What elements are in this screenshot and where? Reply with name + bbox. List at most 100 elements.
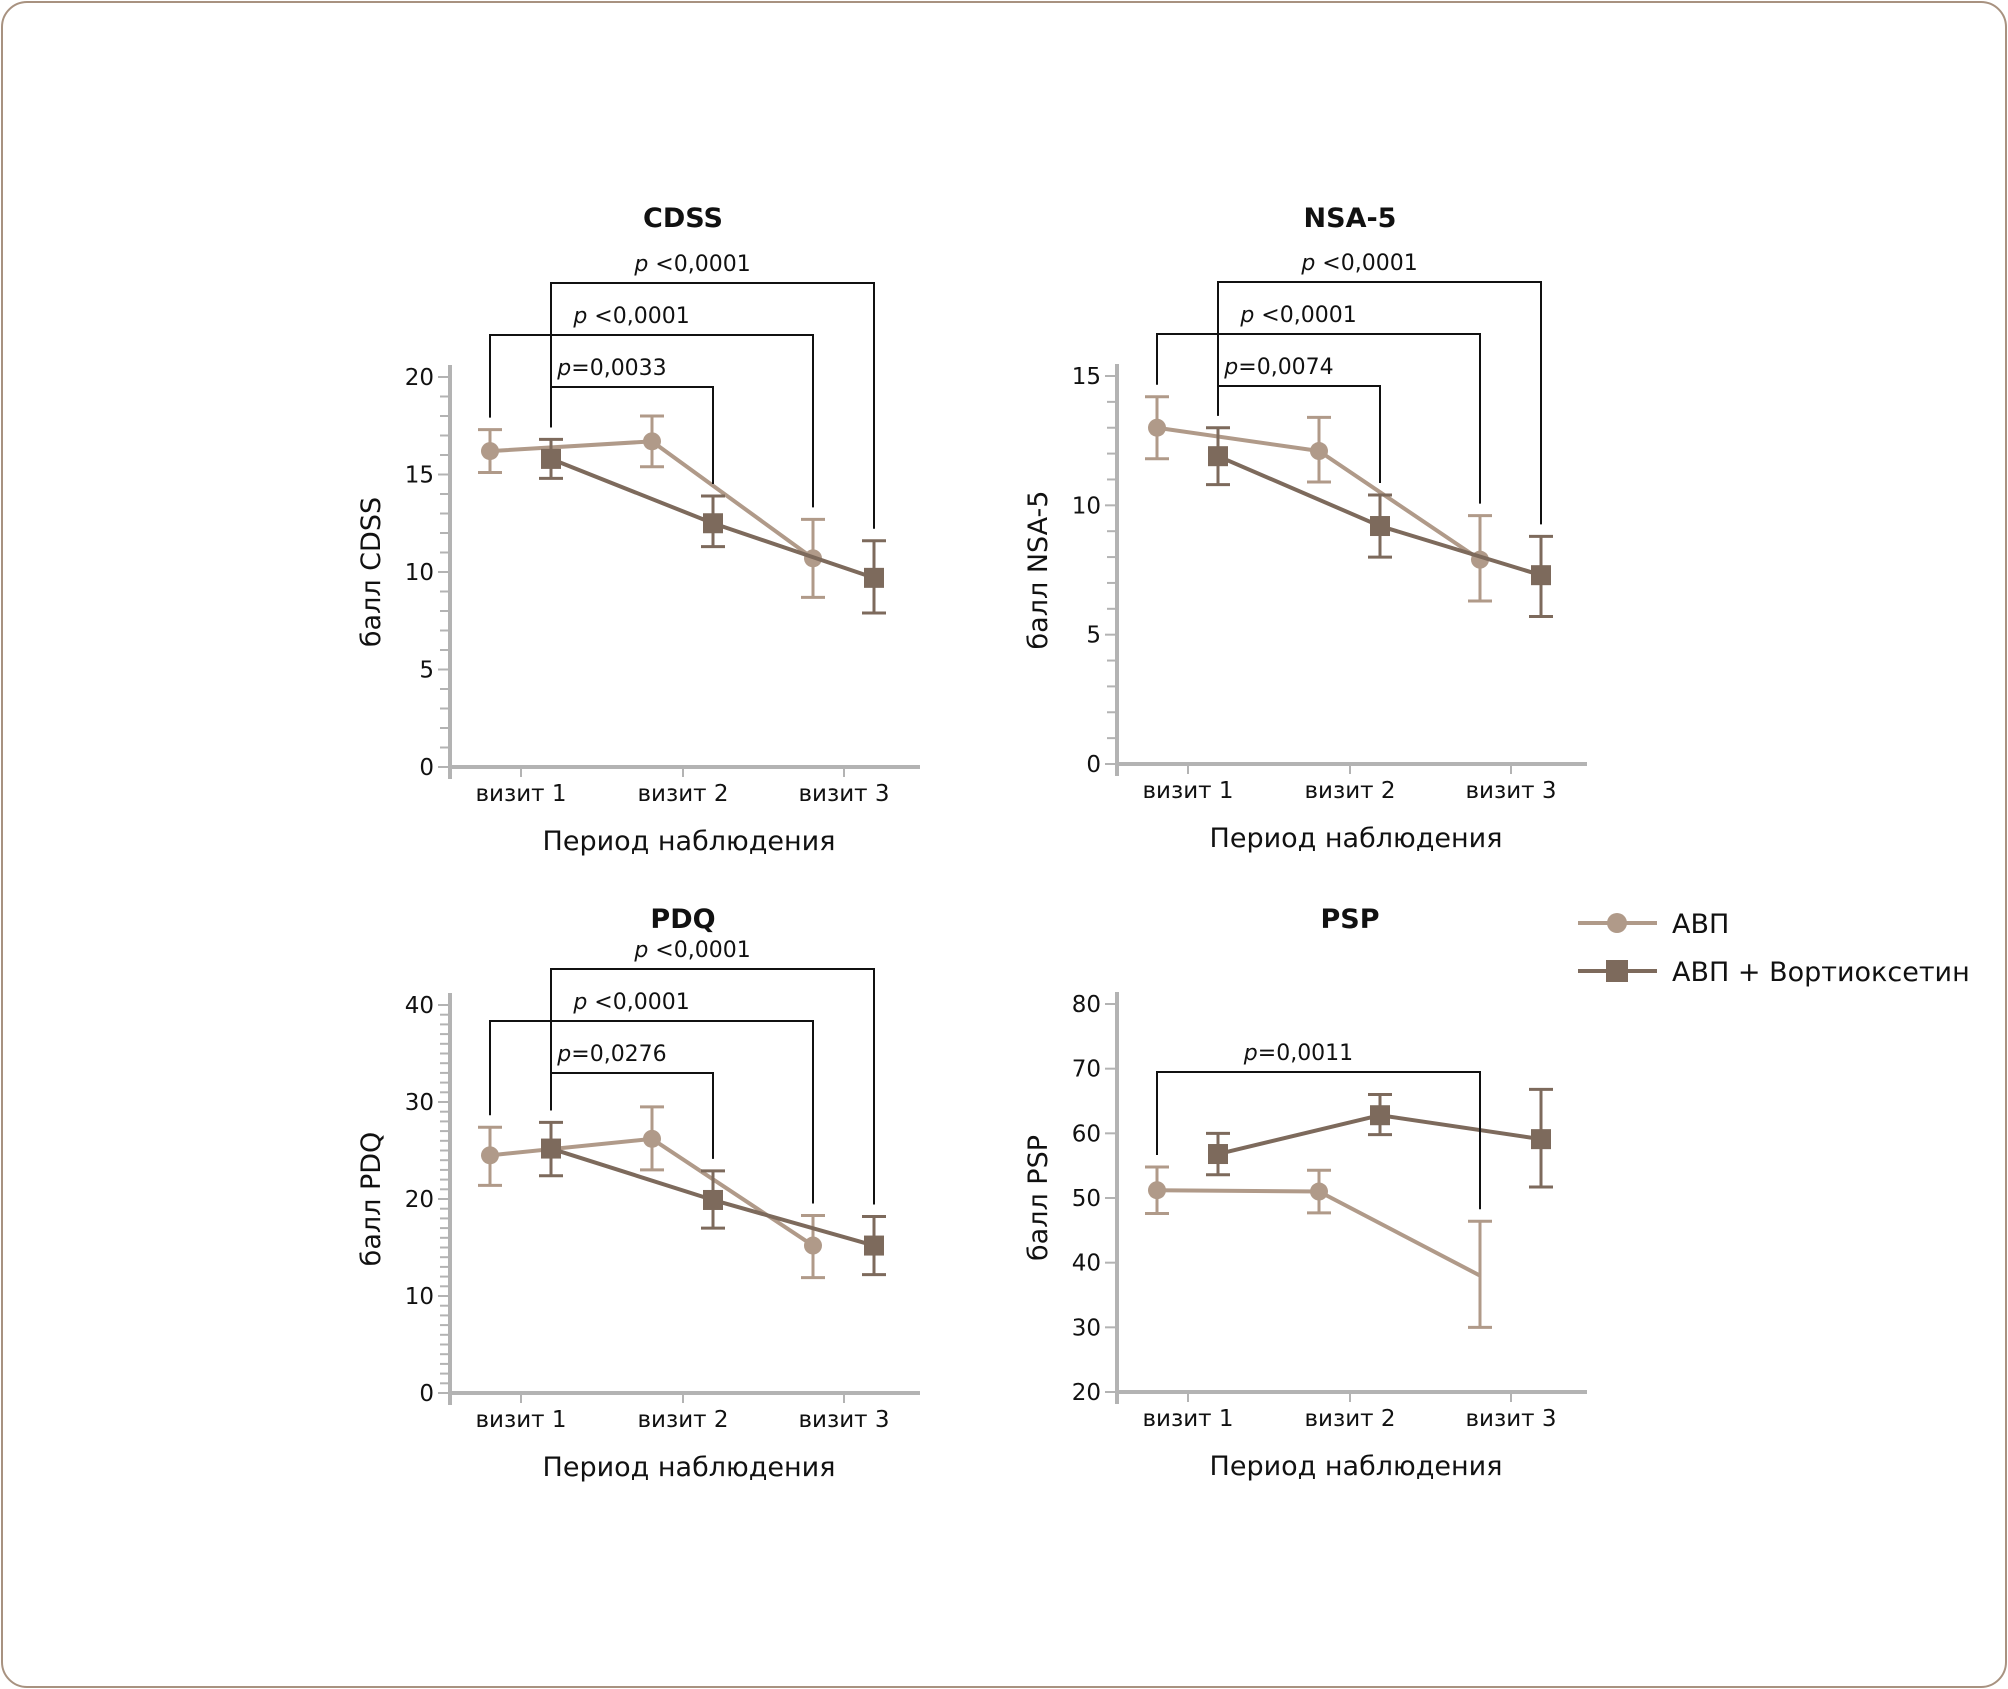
data-point-avp — [1310, 1182, 1328, 1201]
p-value: <0,0001 — [587, 304, 689, 329]
significance-bracket — [1156, 333, 1481, 504]
x-axis-title: Период наблюдения — [1210, 1451, 1503, 1482]
data-point-avp — [1148, 418, 1166, 437]
x-tick-label: визит 1 — [1142, 1406, 1233, 1432]
x-tick-label: визит 1 — [475, 781, 566, 807]
x-tick-label: визит 1 — [1142, 778, 1233, 804]
x-tick-label: визит 2 — [637, 781, 728, 807]
data-point-avp-vortioxetine — [1531, 1129, 1551, 1150]
data-point-avp-vortioxetine — [864, 567, 884, 588]
p-value-label: p <0,0001 — [1300, 251, 1417, 276]
chart-pdq: PDQ 0 10 20 30 40 визит 1 визит 2 визит 3 Период … — [356, 904, 920, 1483]
y-tick-label: 80 — [1072, 992, 1101, 1018]
x-tick-label: визит 2 — [1304, 778, 1395, 804]
significance-bracket — [550, 968, 875, 1205]
significance-bracket — [1217, 385, 1381, 483]
chart-title: CDSS — [643, 203, 723, 234]
chart-nsa5: NSA-5 0 5 10 15 визит 1 визит 2 визит 3 Период н… — [1023, 203, 1587, 854]
chart-title: PSP — [1320, 904, 1379, 935]
legend: АВП АВП + Вортиоксетин — [1578, 909, 1970, 988]
y-tick-label: 70 — [1072, 1057, 1101, 1083]
y-tick-label: 0 — [419, 1381, 434, 1407]
data-point-avp — [1310, 442, 1328, 461]
p-value: =0,0276 — [571, 1042, 666, 1067]
y-axis-title: балл PSP — [1023, 1135, 1054, 1261]
y-tick-label: 30 — [405, 1090, 434, 1116]
p-symbol: p — [633, 938, 648, 963]
y-tick-label: 15 — [1072, 364, 1101, 390]
p-value-label: p <0,0001 — [633, 252, 750, 277]
data-point-avp-vortioxetine — [1370, 1105, 1390, 1126]
y-tick-label: 20 — [405, 1187, 434, 1213]
p-value: <0,0001 — [587, 990, 689, 1015]
legend-label-avp: АВП — [1672, 909, 1729, 940]
y-tick-label: 30 — [1072, 1315, 1101, 1341]
significance-bracket — [1217, 281, 1542, 525]
p-symbol: p — [1243, 1041, 1258, 1066]
significance-bracket — [550, 386, 714, 484]
data-point-avp — [481, 442, 499, 461]
x-tick-label: визит 3 — [1465, 778, 1556, 804]
p-value-label: p <0,0001 — [572, 990, 689, 1015]
significance-bracket — [550, 282, 875, 529]
data-point-avp — [481, 1146, 499, 1165]
p-value-label: p=0,0276 — [556, 1042, 666, 1067]
p-value-label: p=0,0011 — [1243, 1041, 1353, 1066]
data-point-avp-vortioxetine — [1370, 516, 1390, 537]
p-symbol: p — [572, 304, 587, 329]
data-point-avp — [643, 432, 661, 451]
p-value-label: p <0,0001 — [1239, 303, 1356, 328]
x-axis-title: Период наблюдения — [1210, 823, 1503, 854]
y-tick-label: 0 — [1086, 752, 1101, 778]
x-tick-label: визит 3 — [798, 781, 889, 807]
p-value: <0,0001 — [1315, 251, 1417, 276]
p-value-label: p <0,0001 — [572, 304, 689, 329]
y-tick-label: 15 — [405, 463, 434, 489]
significance-bracket — [489, 1020, 814, 1204]
legend-item-avp-vortioxetine: АВП + Вортиоксетин — [1578, 957, 1970, 988]
data-point-avp — [643, 1129, 661, 1148]
x-tick-label: визит 2 — [1304, 1406, 1395, 1432]
p-value: =0,0074 — [1238, 355, 1333, 380]
p-value: <0,0001 — [1254, 303, 1356, 328]
legend-item-avp: АВП — [1578, 909, 1729, 940]
significance-bracket — [489, 334, 814, 508]
p-symbol: p — [556, 1042, 571, 1067]
x-tick-label: визит 3 — [1465, 1406, 1556, 1432]
y-tick-label: 40 — [1072, 1251, 1101, 1277]
y-axis-title: балл PDQ — [356, 1132, 387, 1267]
data-point-avp-vortioxetine — [541, 1138, 561, 1159]
p-symbol: p — [633, 252, 648, 277]
y-tick-label: 10 — [1072, 493, 1101, 519]
y-tick-label: 5 — [1086, 623, 1101, 649]
y-tick-label: 40 — [405, 993, 434, 1019]
x-tick-label: визит 3 — [798, 1407, 889, 1433]
data-point-avp-vortioxetine — [703, 513, 723, 534]
data-point-avp-vortioxetine — [541, 448, 561, 469]
p-value-label: p=0,0033 — [556, 356, 666, 381]
x-tick-label: визит 1 — [475, 1407, 566, 1433]
significance-bracket — [1156, 1071, 1481, 1210]
chart-cdss: CDSS 0 5 10 15 20 визит 1 визит 2 визит 3 Период … — [356, 203, 920, 857]
x-axis-title: Период наблюдения — [543, 1452, 836, 1483]
x-tick-label: визит 2 — [637, 1407, 728, 1433]
y-tick-label: 10 — [405, 1284, 434, 1310]
y-axis-title: балл NSA-5 — [1023, 491, 1054, 650]
legend-square-marker-icon — [1606, 960, 1628, 982]
y-tick-label: 0 — [419, 755, 434, 781]
y-tick-label: 20 — [405, 365, 434, 391]
p-value: =0,0033 — [571, 356, 666, 381]
y-tick-label: 10 — [405, 560, 434, 586]
chart-title: NSA-5 — [1304, 203, 1397, 234]
p-value: <0,0001 — [648, 252, 750, 277]
chart-title: PDQ — [650, 904, 715, 935]
data-point-avp-vortioxetine — [703, 1189, 723, 1210]
y-tick-label: 5 — [419, 658, 434, 684]
significance-bracket — [550, 1072, 714, 1159]
p-value: =0,0011 — [1258, 1041, 1353, 1066]
data-point-avp-vortioxetine — [864, 1235, 884, 1256]
y-tick-label: 20 — [1072, 1380, 1101, 1406]
data-point-avp-vortioxetine — [1208, 446, 1228, 467]
